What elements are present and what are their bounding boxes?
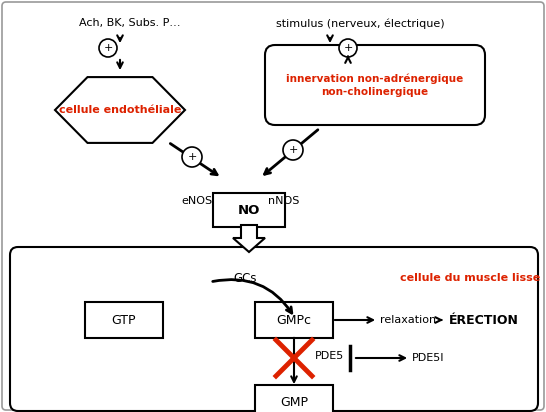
Text: eNOS: eNOS [182, 196, 213, 206]
FancyBboxPatch shape [85, 302, 163, 338]
Polygon shape [233, 225, 265, 252]
Text: +: + [103, 43, 112, 53]
Circle shape [182, 147, 202, 167]
Text: +: + [187, 152, 197, 162]
Text: GTP: GTP [112, 314, 136, 326]
Text: GMPc: GMPc [276, 314, 312, 326]
Text: +: + [288, 145, 298, 155]
Text: stimulus (nerveux, électrique): stimulus (nerveux, électrique) [276, 18, 444, 28]
Circle shape [339, 39, 357, 57]
FancyBboxPatch shape [255, 385, 333, 412]
Text: PDE5I: PDE5I [412, 353, 444, 363]
Text: +: + [343, 43, 353, 53]
Text: NO: NO [238, 204, 260, 216]
FancyBboxPatch shape [255, 302, 333, 338]
Circle shape [99, 39, 117, 57]
Text: Ach, BK, Subs. P…: Ach, BK, Subs. P… [79, 18, 181, 28]
Text: cellule endothéliale: cellule endothéliale [59, 105, 181, 115]
FancyBboxPatch shape [213, 193, 285, 227]
Text: ÉRECTION: ÉRECTION [449, 314, 519, 326]
Text: GCs: GCs [233, 272, 257, 285]
Text: PDE5: PDE5 [315, 351, 344, 361]
Text: relaxation: relaxation [380, 315, 436, 325]
FancyBboxPatch shape [10, 247, 538, 411]
Text: cellule du muscle lisse: cellule du muscle lisse [400, 273, 540, 283]
Text: GMP: GMP [280, 396, 308, 410]
Text: nNOS: nNOS [268, 196, 299, 206]
Circle shape [283, 140, 303, 160]
FancyBboxPatch shape [265, 45, 485, 125]
Text: innervation non-adrénergique
non-cholinergique: innervation non-adrénergique non-choline… [286, 73, 464, 97]
